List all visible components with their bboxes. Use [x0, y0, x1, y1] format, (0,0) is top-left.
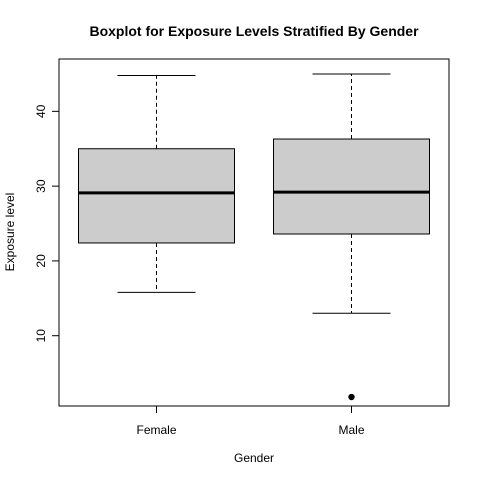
box-female — [78, 74, 235, 293]
x-axis: Female Male — [136, 405, 365, 437]
iqr-box-male — [273, 138, 430, 235]
chart-title: Boxplot for Exposure Levels Stratified B… — [89, 23, 419, 39]
outlier-point-male-0 — [348, 393, 355, 401]
y-tick-label-20: 20 — [34, 254, 48, 268]
y-axis-label: Exposure level — [3, 193, 17, 272]
chart-marks — [78, 73, 430, 401]
x-tick-label-male: Male — [338, 423, 364, 437]
y-tick-label-30: 30 — [34, 179, 48, 193]
box-male — [273, 73, 430, 401]
x-tick-label-female: Female — [136, 423, 176, 437]
x-axis-label: Gender — [234, 451, 274, 465]
y-tick-label-40: 40 — [34, 104, 48, 118]
iqr-box-female — [78, 148, 235, 244]
y-tick-label-10: 10 — [34, 329, 48, 343]
y-axis: 10 20 30 40 — [34, 104, 60, 343]
